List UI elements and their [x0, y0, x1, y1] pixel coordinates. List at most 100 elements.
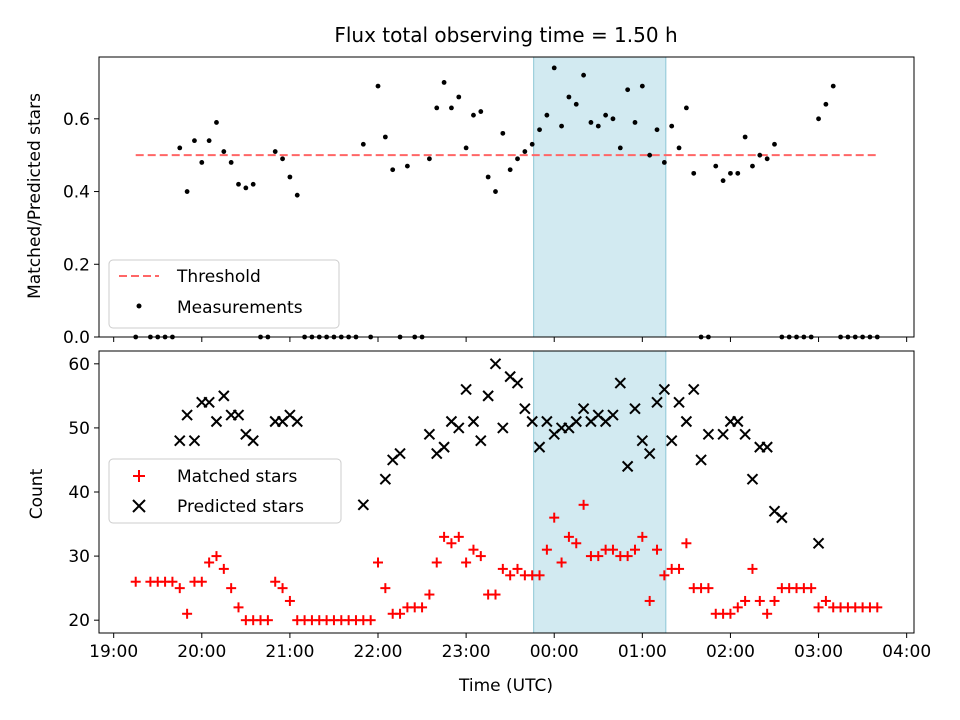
legend-label: Predicted stars — [177, 497, 304, 517]
measurement-point — [669, 123, 675, 129]
measurement-point — [735, 170, 741, 176]
predicted-point — [438, 441, 450, 453]
measurement-point — [287, 174, 293, 180]
measurement-point — [720, 178, 726, 184]
measurement-point — [676, 145, 682, 151]
measurement-point — [192, 138, 197, 144]
matched-point — [439, 531, 450, 542]
legend-box — [108, 259, 340, 329]
measurement-point — [823, 101, 829, 107]
matched-point — [872, 602, 883, 613]
matched-point — [563, 531, 574, 542]
measurement-point — [830, 83, 836, 89]
bottom-panel: 20 30 40 50 60 19:00 20:00 21:00 22:00 23:00 00:0… — [27, 350, 931, 696]
measurement-point — [441, 80, 447, 85]
matched-point — [431, 557, 442, 568]
y-tick-label: 60 — [68, 355, 90, 375]
matched-point — [578, 499, 589, 510]
predicted-point — [188, 435, 201, 447]
predicted-point — [218, 390, 230, 402]
measurement-point — [559, 123, 564, 129]
x-axis-label: Time (UTC) — [458, 676, 553, 696]
predicted-point — [629, 402, 641, 415]
predicted-point — [497, 422, 509, 434]
measurement-point — [617, 145, 623, 151]
predicted-point — [680, 415, 693, 428]
plot-marks — [133, 65, 880, 340]
plot-frame — [98, 56, 915, 338]
measurement-point — [404, 163, 410, 169]
measurement-point — [639, 83, 645, 89]
predicted-point — [291, 415, 303, 428]
matched-point — [196, 576, 207, 587]
matched-point — [607, 544, 618, 555]
x-tick-label: 19:00 — [89, 642, 138, 662]
y-tick-label: 40 — [68, 483, 90, 503]
highlight-span — [533, 350, 667, 634]
measurement-point — [581, 72, 586, 78]
predicted-point — [665, 435, 678, 447]
measurement-point — [515, 156, 520, 162]
predicted-point — [511, 377, 524, 389]
measurement-point — [228, 160, 234, 165]
matched-point — [681, 538, 692, 549]
matched-point — [659, 570, 670, 581]
measurement-point — [588, 120, 594, 125]
measurement-point — [529, 141, 535, 147]
measurement-point — [573, 101, 579, 107]
measurement-point — [177, 145, 183, 151]
plot-frame — [98, 350, 915, 634]
x-tick-label: 22:00 — [354, 642, 403, 662]
matched-point — [637, 531, 648, 542]
matched-point — [556, 557, 567, 568]
matched-point — [417, 602, 428, 613]
measurement-point — [816, 116, 821, 122]
legend-box — [108, 458, 342, 524]
measurement-point — [595, 123, 601, 129]
matched-point — [740, 595, 751, 606]
matched-point — [395, 608, 406, 619]
matched-point — [284, 595, 295, 606]
measurement-point — [360, 141, 366, 147]
predicted-point — [621, 460, 634, 473]
predicted-point — [460, 383, 472, 396]
matched-point — [446, 538, 457, 549]
measurement-point — [375, 83, 381, 89]
measurement-point — [214, 120, 219, 125]
measurement-point — [272, 149, 278, 154]
measurement-point — [478, 109, 484, 114]
predicted-point — [717, 428, 729, 441]
matched-point — [468, 544, 479, 555]
measurement-point — [625, 87, 631, 93]
x-tick-label: 04:00 — [882, 642, 931, 662]
predicted-point — [658, 383, 671, 396]
measurement-point — [632, 120, 638, 125]
predicted-point — [761, 441, 773, 453]
measurement-point — [280, 156, 285, 162]
matched-point — [505, 570, 516, 581]
measurement-point — [250, 181, 256, 187]
predicted-point — [181, 409, 193, 421]
legend-measurement-swatch — [136, 303, 142, 309]
predicted-point — [467, 415, 480, 428]
x-tick-label: 03:00 — [794, 642, 843, 662]
matched-point — [820, 595, 831, 606]
x-axis-ticks — [113, 337, 908, 342]
matched-point — [806, 583, 817, 594]
x-tick-label: 21:00 — [265, 642, 314, 662]
measurement-point — [537, 127, 542, 133]
predicted-point — [203, 396, 215, 408]
matched-point — [424, 589, 435, 600]
measurement-point — [742, 134, 748, 140]
legend-label: Threshold — [176, 267, 261, 287]
measurement-point — [449, 105, 454, 111]
matched-point — [226, 583, 237, 594]
x-axis: 19:00 20:00 21:00 22:00 23:00 00:00 01:00 02:00… — [89, 633, 931, 662]
matched-point — [453, 531, 464, 542]
predicted-point — [174, 435, 186, 447]
predicted-point — [776, 511, 788, 524]
measurement-point — [243, 185, 249, 191]
matched-point — [769, 595, 780, 606]
measurement-point — [500, 130, 506, 136]
